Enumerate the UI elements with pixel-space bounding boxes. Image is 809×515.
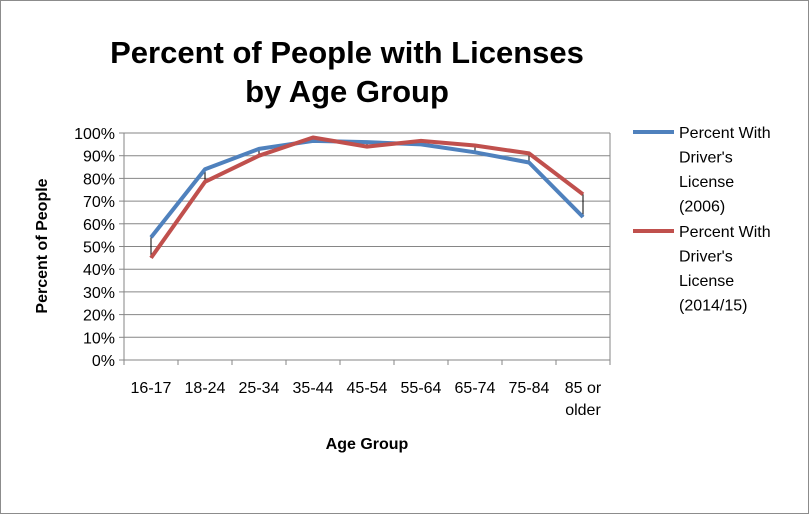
y-tick-label: 30% [83,285,115,302]
y-tick-label: 20% [83,308,115,325]
chart-title-line: by Age Group [245,74,449,109]
legend: Percent With Driver's License (2006) Percent… [633,125,771,315]
legend-entry-text: (2014/15) [679,298,748,315]
y-tick-label: 60% [83,217,115,234]
legend-entry-text: License [679,174,734,191]
x-tick-label: older [565,402,601,419]
legend-entry-text: Driver's [679,150,733,167]
gridlines [124,133,610,360]
x-tick-label: 75-84 [509,380,550,397]
y-axis-title: Percent of People [34,178,51,313]
y-tick-label: 10% [83,330,115,347]
x-tick-label: 65-74 [455,380,496,397]
x-axis-ticks: 16-17 18-24 25-34 35-44 45-54 55-64 65-74 75-84… [124,360,610,419]
y-tick-label: 70% [83,194,115,211]
x-tick-label: 25-34 [239,380,280,397]
y-tick-label: 80% [83,171,115,188]
chart-title: Percent of People with Licenses by Age Gr… [110,35,584,109]
legend-entry-text: (2006) [679,199,725,216]
legend-entry-text: Percent With [679,125,771,142]
legend-entry-text: Percent With [679,224,771,241]
y-tick-label: 100% [74,126,115,143]
x-tick-label: 45-54 [347,380,388,397]
x-tick-label: 16-17 [131,380,172,397]
x-tick-label: 18-24 [185,380,226,397]
y-tick-label: 90% [83,149,115,166]
y-tick-label: 50% [83,240,115,257]
x-tick-label: 85 or [565,380,602,397]
x-axis-title: Age Group [326,436,409,453]
x-tick-label: 35-44 [293,380,334,397]
x-tick-label: 55-64 [401,380,442,397]
y-tick-label: 0% [92,353,115,370]
chart-title-line: Percent of People with Licenses [110,35,584,70]
y-tick-label: 40% [83,262,115,279]
legend-entry-text: License [679,273,734,290]
legend-entry-text: Driver's [679,249,733,266]
